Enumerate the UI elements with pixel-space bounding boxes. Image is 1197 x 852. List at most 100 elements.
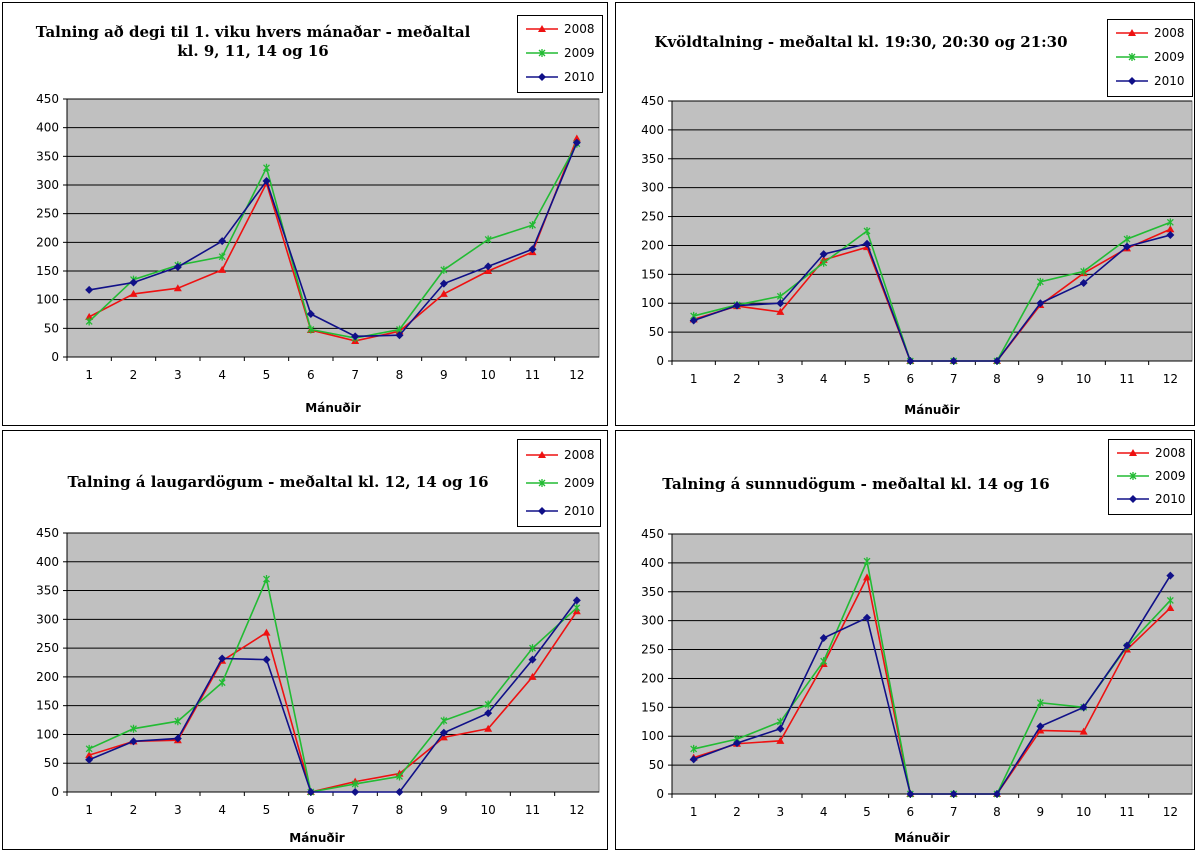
data-point-2009 — [863, 557, 871, 566]
data-point-2008 — [776, 307, 785, 315]
plot-area — [66, 98, 600, 358]
data-point-2010 — [733, 739, 741, 748]
data-point-2009 — [1166, 218, 1174, 227]
legend-4: 2008 2009 2010 — [1108, 439, 1192, 515]
y-tick-label: 0 — [51, 350, 59, 364]
data-point-2010 — [306, 788, 315, 796]
data-point-2009 — [174, 717, 182, 726]
data-point-2010 — [572, 596, 581, 605]
data-point-2010 — [528, 245, 537, 254]
data-point-2008 — [863, 573, 871, 581]
data-point-2009 — [863, 227, 871, 235]
data-point-2010 — [439, 279, 448, 288]
y-tick-label: 350 — [641, 152, 664, 166]
data-point-2008 — [85, 312, 94, 320]
data-point-2008 — [439, 289, 448, 297]
chart-title-4: Talning á sunnudögum - meðaltal kl. 14 o… — [636, 475, 1076, 494]
legend-marker — [1128, 29, 1136, 36]
data-point-2010 — [819, 634, 828, 642]
y-tick-label: 50 — [649, 758, 664, 772]
x-tick-label: 7 — [351, 803, 359, 817]
data-point-2008 — [173, 284, 182, 292]
y-tick-label: 100 — [641, 729, 664, 743]
y-tick-label: 450 — [641, 527, 664, 541]
series-line-2008 — [88, 138, 578, 342]
data-point-2010 — [949, 357, 958, 365]
x-tick-label: 5 — [263, 368, 271, 382]
chart-title-2-line-1: Kvöldtalning - meðaltal kl. 19:30, 20:30… — [654, 33, 1068, 51]
chart-title-4-line-1: Talning á sunnudögum - meðaltal kl. 14 o… — [662, 475, 1050, 493]
x-axis-label-4: Mánuðir — [894, 831, 950, 845]
data-point-2009 — [85, 317, 93, 326]
legend-item-2008: 2008 — [518, 444, 600, 468]
y-tick-label: 250 — [641, 210, 664, 224]
data-point-2010 — [85, 285, 94, 294]
legend-marker — [538, 507, 546, 515]
data-point-2010 — [1036, 722, 1045, 731]
legend-item-2008: 2008 — [1109, 442, 1191, 466]
legend-marker — [1128, 53, 1136, 61]
x-tick-label: 5 — [863, 805, 871, 819]
data-point-2008 — [1166, 225, 1175, 233]
data-point-2010 — [351, 332, 360, 341]
chart-panel-3: Talning á laugardögum - meðaltal kl. 12,… — [2, 430, 608, 850]
data-point-2009 — [307, 325, 315, 334]
series-line-2010 — [693, 234, 1171, 362]
data-point-2009 — [263, 163, 270, 172]
data-point-2010 — [395, 331, 404, 340]
data-point-2009 — [1036, 277, 1044, 286]
data-point-2008 — [262, 628, 271, 636]
chart-panel-4: Talning á sunnudögum - meðaltal kl. 14 o… — [615, 430, 1195, 850]
legend-label-2008: 2008 — [1154, 26, 1185, 40]
legend-label-2009: 2009 — [564, 476, 595, 490]
x-tick-label: 9 — [1037, 372, 1045, 386]
x-tick-label: 5 — [263, 803, 271, 817]
data-point-2008 — [85, 751, 94, 759]
chart-title-1-line-1: Talning að degi til 1. viku hvers mánaða… — [35, 23, 471, 41]
legend-marker — [538, 479, 546, 487]
data-point-2010 — [129, 737, 138, 746]
x-tick-label: 1 — [85, 368, 93, 382]
data-point-2010 — [395, 788, 404, 796]
legend-marker — [1129, 449, 1137, 456]
legend-item-2010: 2010 — [1108, 70, 1192, 94]
data-point-2010 — [819, 250, 828, 259]
data-point-2009 — [529, 221, 536, 230]
data-point-2010 — [993, 790, 1001, 798]
x-tick-label: 11 — [1119, 805, 1134, 819]
data-point-2010 — [1036, 299, 1045, 308]
data-point-2010 — [1123, 242, 1131, 251]
plot-area — [671, 533, 1193, 795]
legend-marker — [1129, 495, 1137, 503]
x-tick-label: 8 — [993, 805, 1001, 819]
series-line-2008 — [88, 610, 578, 793]
x-tick-label: 4 — [820, 372, 828, 386]
y-tick-label: 200 — [641, 671, 664, 685]
y-tick-label: 350 — [641, 585, 664, 599]
x-tick-label: 11 — [1119, 372, 1134, 386]
legend-2: 2008 2009 2010 — [1107, 19, 1193, 97]
x-tick-label: 9 — [440, 368, 448, 382]
legend-item-2008: 2008 — [518, 18, 602, 42]
legend-1: 2008 2009 2010 — [517, 15, 603, 93]
y-tick-label: 100 — [36, 727, 59, 741]
x-tick-label: 3 — [174, 803, 182, 817]
series-line-2009 — [88, 576, 578, 793]
x-axis-label-2: Mánuðir — [904, 403, 960, 417]
y-tick-label: 250 — [36, 207, 59, 221]
y-tick-label: 50 — [44, 756, 59, 770]
legend-item-2010: 2010 — [518, 500, 600, 524]
legend-item-2010: 2010 — [1109, 488, 1191, 512]
data-point-2009 — [218, 252, 226, 261]
chart-title-3-line-1: Talning á laugardögum - meðaltal kl. 12,… — [67, 473, 489, 491]
data-point-2010 — [689, 316, 698, 325]
legend-item-2009: 2009 — [1109, 465, 1191, 489]
y-tick-label: 200 — [36, 235, 59, 249]
data-point-2009 — [351, 779, 359, 788]
data-point-2009 — [484, 700, 492, 709]
x-tick-label: 12 — [569, 368, 584, 382]
data-point-2009 — [440, 716, 448, 725]
x-tick-label: 10 — [481, 368, 496, 382]
